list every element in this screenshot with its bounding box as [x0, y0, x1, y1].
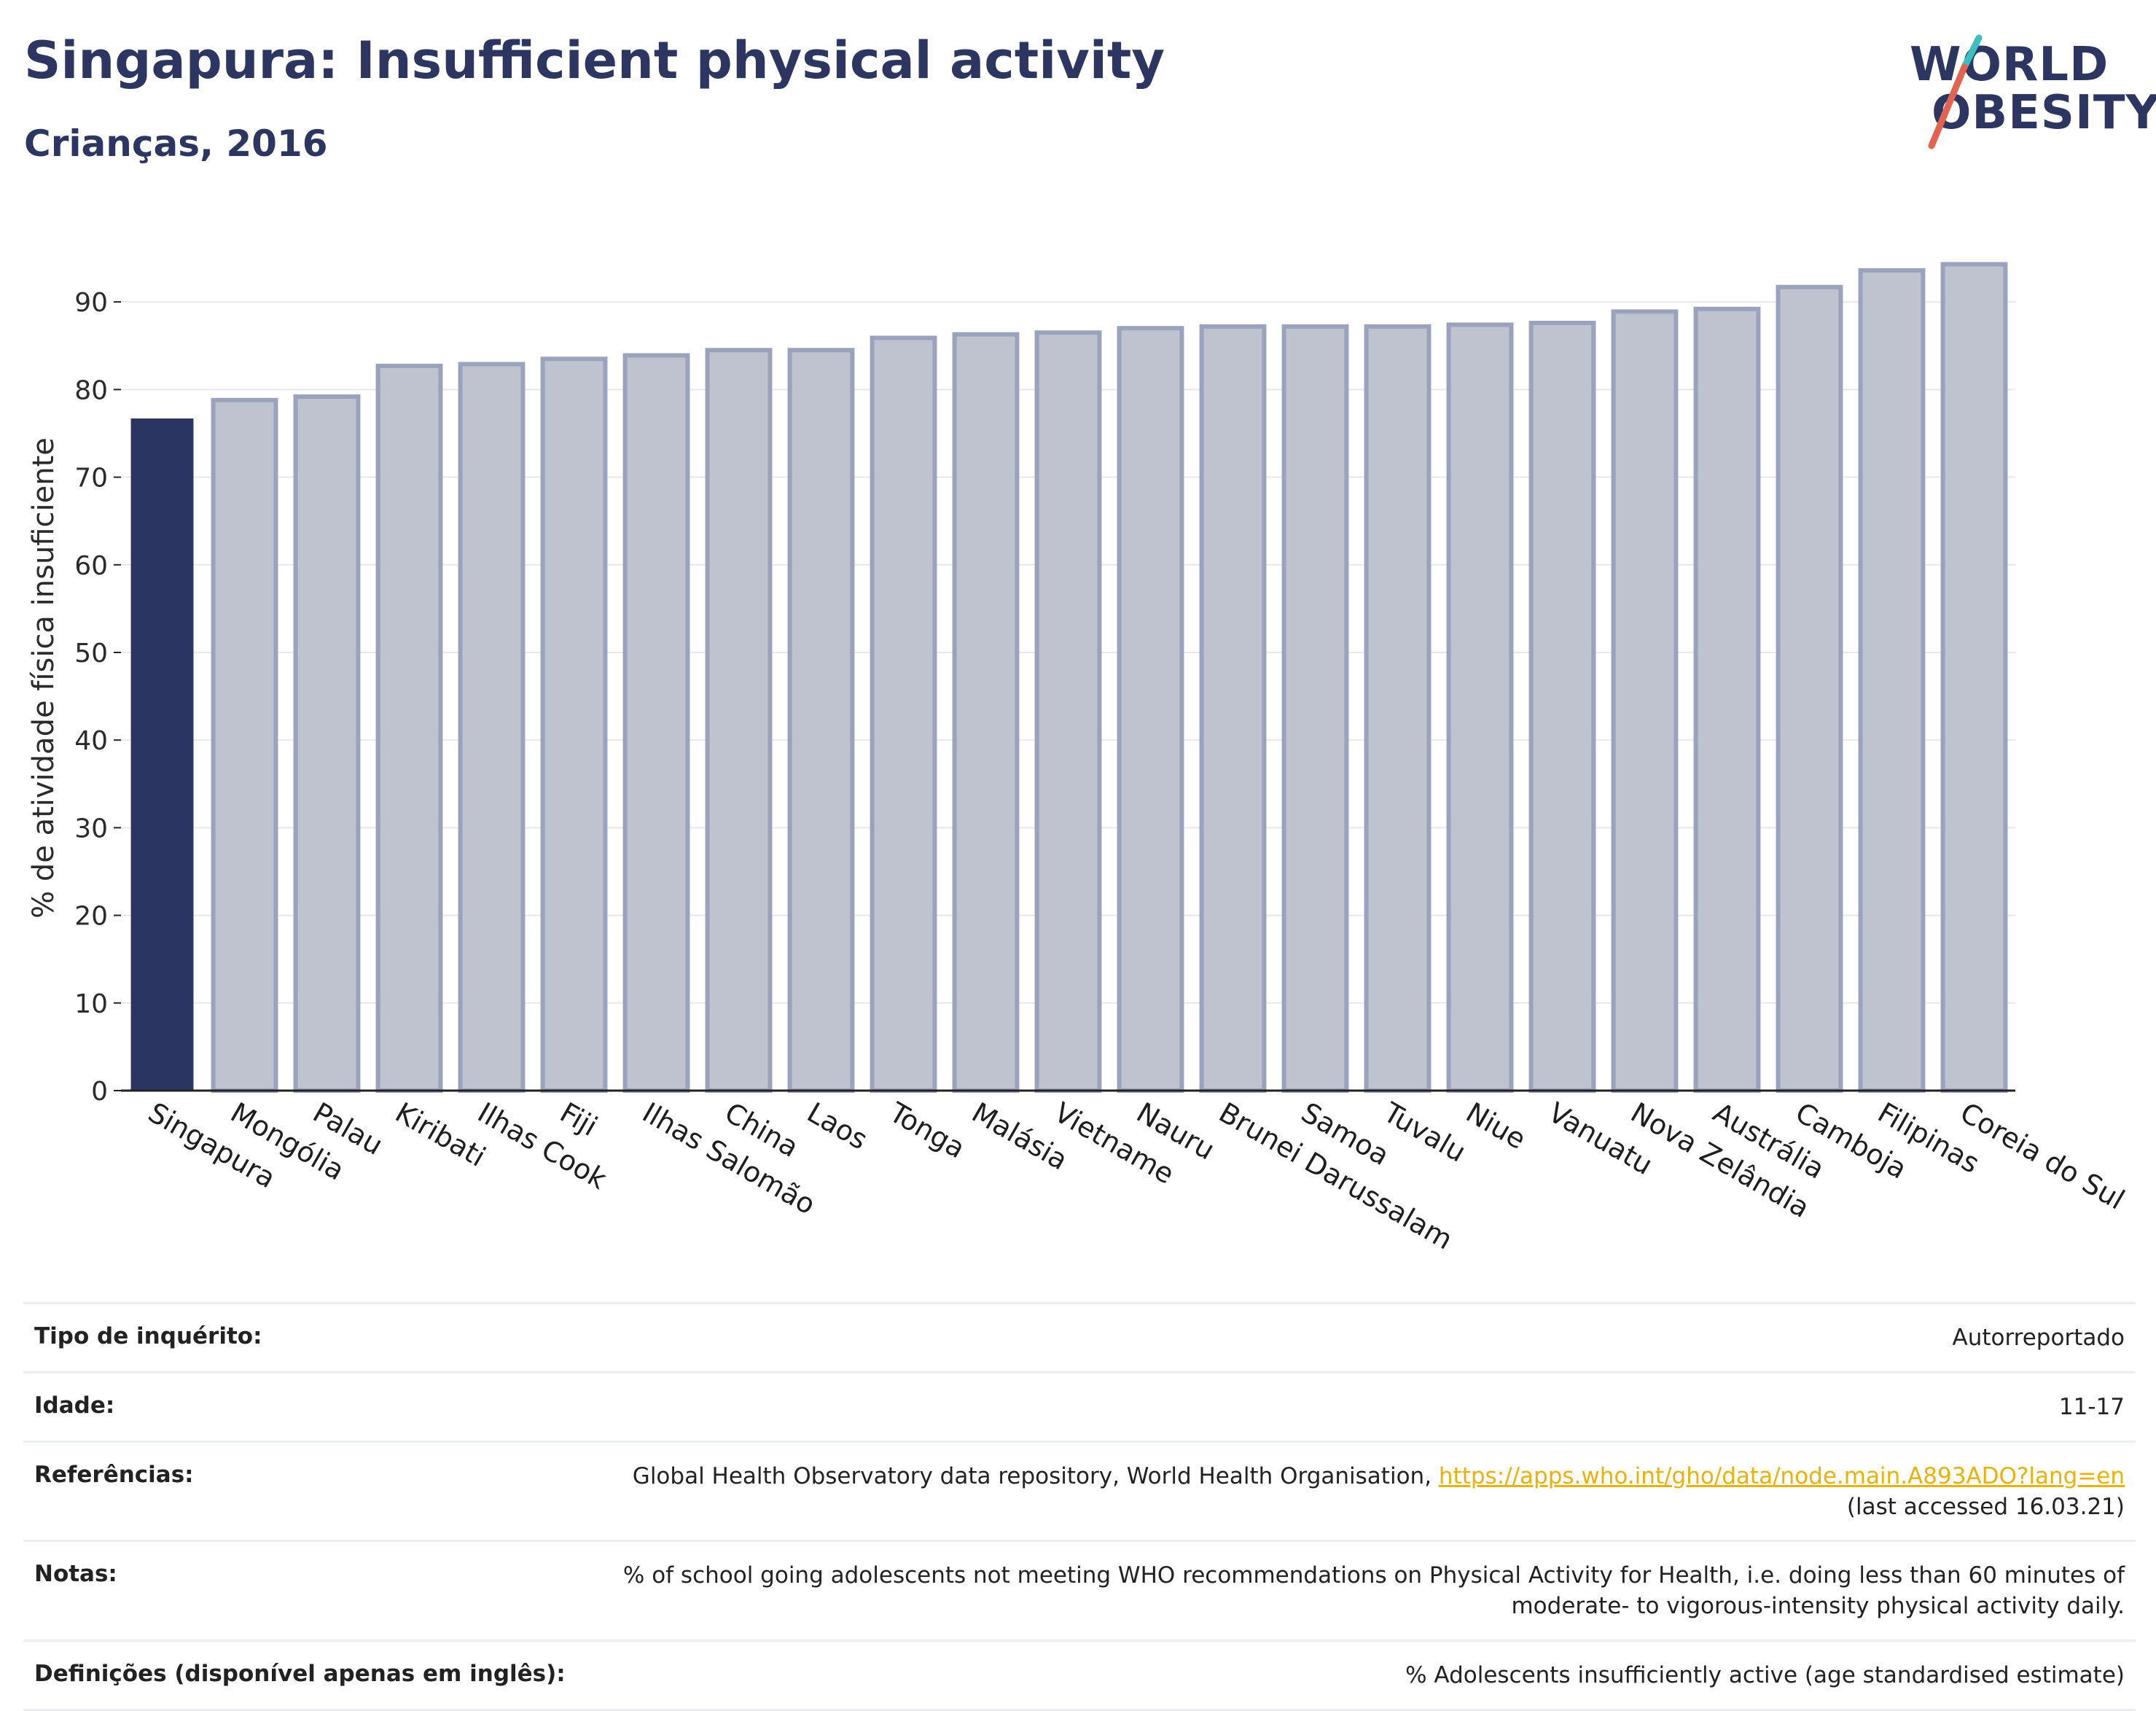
info-row: Definições (disponível apenas em inglês)…: [23, 1640, 2136, 1711]
info-value: 11-17: [2059, 1392, 2125, 1423]
x-tick-label: Fiji: [555, 1096, 603, 1142]
bar-filipinas[interactable]: [1858, 268, 1926, 1093]
info-value: % of school going adolescents not meetin…: [623, 1561, 2125, 1622]
bar-mal-sia[interactable]: [952, 332, 1020, 1094]
info-value-text: Autorreportado: [1952, 1325, 2125, 1351]
info-value: % Adolescents insufficiently active (age…: [1405, 1661, 2125, 1691]
y-tick-label: 80: [74, 375, 108, 405]
y-tick-label: 60: [74, 551, 108, 581]
reference-link[interactable]: https://apps.who.int/gho/data/node.main.…: [1438, 1462, 2125, 1489]
bar-ilhas-cook[interactable]: [458, 362, 526, 1093]
bar-camboja[interactable]: [1776, 284, 1843, 1094]
info-value-text: % of school going adolescents not meetin…: [622, 1562, 2125, 1589]
world-obesity-logo: WORLD OBESITY: [1902, 22, 2156, 153]
info-value: Global Health Observatory data repositor…: [633, 1462, 2125, 1523]
info-row: Notas: % of school going adolescents not …: [23, 1540, 2136, 1640]
x-tick-label: Niue: [1461, 1096, 1531, 1155]
info-row: Idade: 11-17: [23, 1371, 2136, 1441]
bar-nova-zel-ndia[interactable]: [1611, 309, 1679, 1093]
bar-singapura[interactable]: [130, 418, 194, 1091]
bar-tuvalu[interactable]: [1364, 324, 1432, 1094]
bar-palau[interactable]: [293, 394, 361, 1094]
info-row: Tipo de inquérito: Autorreportado: [23, 1302, 2136, 1371]
y-tick-label: 90: [74, 288, 108, 318]
y-tick-label: 10: [74, 989, 108, 1019]
info-value-text-2: (last accessed 16.03.21): [1846, 1493, 2125, 1520]
info-label: Tipo de inquérito:: [34, 1323, 262, 1349]
bar-brunei-darussalam[interactable]: [1199, 324, 1267, 1094]
logo-line-1: WORLD: [1910, 38, 2109, 92]
bar-austr-lia[interactable]: [1693, 306, 1761, 1093]
bar-tonga[interactable]: [870, 335, 937, 1094]
y-tick-label: 40: [74, 726, 108, 756]
x-tick-label: Tuvalu: [1378, 1096, 1471, 1169]
bar-niue[interactable]: [1446, 322, 1514, 1093]
info-value-text-2: moderate- to vigorous-intensity physical…: [1511, 1593, 2125, 1620]
bar-nauru[interactable]: [1117, 326, 1184, 1094]
bar-chart: 0102030405060708090SingapuraMongóliaPala…: [74, 262, 2130, 1256]
info-value: Autorreportado: [1953, 1323, 2125, 1354]
y-tick-label: 30: [74, 814, 108, 843]
y-tick-label: 50: [74, 639, 108, 669]
bar-coreia-do-sul[interactable]: [1940, 262, 2008, 1093]
info-label: Idade:: [34, 1392, 115, 1419]
logo-slash-icon: [1928, 34, 1983, 149]
info-value-text: Global Health Observatory data repositor…: [632, 1462, 1432, 1489]
logo-line-2: OBESITY: [1932, 86, 2156, 140]
bar-mong-lia[interactable]: [211, 397, 278, 1093]
bar-samoa[interactable]: [1281, 324, 1349, 1094]
bar-vietname[interactable]: [1034, 330, 1102, 1093]
bar-kiribati[interactable]: [375, 363, 443, 1094]
bar-china[interactable]: [705, 348, 773, 1093]
page-title: Singapura: Insufficient physical activit…: [24, 31, 1165, 90]
info-table: Tipo de inquérito: Autorreportado Idade: 11…: [23, 1302, 2136, 1711]
y-tick-label: 0: [91, 1077, 108, 1107]
bar-vanuatu[interactable]: [1528, 320, 1596, 1094]
info-row: Referências: Global Health Observatory da…: [23, 1440, 2136, 1540]
x-tick-label: Tonga: [883, 1096, 970, 1164]
x-tick-label: Laos: [802, 1096, 873, 1156]
info-label: Notas:: [34, 1561, 117, 1588]
bar-laos[interactable]: [787, 348, 855, 1093]
bar-fiji[interactable]: [540, 356, 608, 1094]
x-tick-label: Kiribati: [390, 1096, 491, 1173]
bar-ilhas-salom-o[interactable]: [622, 353, 690, 1094]
y-tick-label: 20: [74, 902, 108, 932]
info-label: Referências:: [34, 1461, 194, 1488]
info-value-text: % Adolescents insufficiently active (age…: [1405, 1662, 2125, 1689]
y-tick-label: 70: [74, 464, 108, 494]
info-value-text: 11-17: [2058, 1393, 2125, 1420]
info-label: Definições (disponível apenas em inglês)…: [34, 1661, 566, 1688]
page-subtitle: Crianças, 2016: [24, 122, 328, 165]
